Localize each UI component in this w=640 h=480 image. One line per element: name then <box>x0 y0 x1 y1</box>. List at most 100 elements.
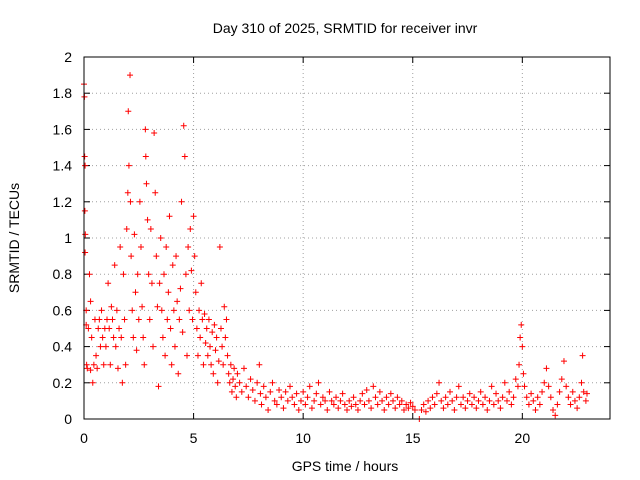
data-point <box>186 307 193 314</box>
data-point <box>171 343 178 350</box>
data-point <box>295 406 302 413</box>
data-point <box>280 405 287 412</box>
data-point <box>357 397 364 404</box>
data-point <box>243 383 250 390</box>
data-point <box>146 316 153 323</box>
data-point <box>425 397 432 404</box>
data-point <box>477 388 484 395</box>
data-point <box>291 401 298 408</box>
data-point <box>117 244 124 251</box>
data-point <box>193 325 200 332</box>
data-point <box>160 271 167 278</box>
data-point <box>140 334 147 341</box>
data-point <box>571 397 578 404</box>
data-point <box>211 321 218 328</box>
data-point <box>532 406 539 413</box>
data-point <box>247 376 254 383</box>
data-point <box>232 383 239 390</box>
data-point <box>125 108 132 115</box>
data-point <box>170 307 177 314</box>
data-point <box>335 405 342 412</box>
data-point <box>514 383 521 390</box>
data-point <box>190 213 197 220</box>
data-point <box>262 394 269 401</box>
data-point <box>156 280 163 287</box>
data-point <box>178 198 185 205</box>
data-point <box>234 370 241 377</box>
data-point <box>455 383 462 390</box>
data-point <box>145 271 152 278</box>
y-tick-label: 0.2 <box>53 375 73 391</box>
y-tick-label: 1.8 <box>53 85 73 101</box>
data-point <box>222 334 229 341</box>
data-point <box>289 394 296 401</box>
data-point <box>143 180 150 187</box>
data-point <box>350 394 357 401</box>
data-point <box>302 401 309 408</box>
data-point <box>583 390 590 397</box>
data-point <box>197 334 204 341</box>
data-point <box>383 394 390 401</box>
data-point <box>361 401 368 408</box>
data-point <box>447 388 454 395</box>
data-point <box>576 394 583 401</box>
data-point <box>405 405 412 412</box>
data-point <box>152 189 159 196</box>
data-point <box>422 408 429 415</box>
x-axis-label: GPS time / hours <box>292 458 399 474</box>
data-point <box>154 303 161 310</box>
data-point <box>398 397 405 404</box>
data-point <box>516 361 523 368</box>
y-tick-label: 2 <box>64 49 72 65</box>
data-point <box>484 406 491 413</box>
data-point <box>114 365 121 372</box>
data-point <box>120 271 127 278</box>
data-point <box>482 394 489 401</box>
data-point <box>579 352 586 359</box>
data-point <box>153 253 160 260</box>
data-point <box>333 394 340 401</box>
data-point <box>164 316 171 323</box>
data-point <box>273 401 280 408</box>
data-point <box>449 397 456 404</box>
data-point <box>545 383 552 390</box>
data-point <box>284 397 291 404</box>
data-point <box>251 397 258 404</box>
data-point <box>123 225 130 232</box>
data-point <box>574 405 581 412</box>
data-point <box>104 316 111 323</box>
data-point <box>99 334 106 341</box>
data-point <box>407 399 414 406</box>
data-point <box>130 334 137 341</box>
data-point <box>341 401 348 408</box>
data-point <box>534 394 541 401</box>
data-point <box>457 401 464 408</box>
data-point <box>185 244 192 251</box>
data-point <box>563 383 570 390</box>
data-point <box>471 394 478 401</box>
data-point <box>499 394 506 401</box>
data-points <box>81 72 590 422</box>
data-point <box>339 390 346 397</box>
data-point <box>233 394 240 401</box>
data-point <box>221 303 228 310</box>
data-point <box>189 316 196 323</box>
data-point <box>133 347 140 354</box>
data-point <box>194 352 201 359</box>
data-point <box>180 122 187 129</box>
data-point <box>215 358 222 365</box>
data-point <box>493 390 500 397</box>
data-point <box>552 412 559 419</box>
data-point <box>468 401 475 408</box>
data-point <box>175 370 182 377</box>
data-point <box>226 379 233 386</box>
data-point <box>214 379 221 386</box>
y-tick-label: 0 <box>64 411 72 427</box>
data-point <box>348 403 355 410</box>
data-point <box>219 343 226 350</box>
data-point <box>420 401 427 408</box>
data-point <box>418 406 425 413</box>
data-point <box>556 388 563 395</box>
data-point <box>199 316 206 323</box>
data-point <box>433 390 440 397</box>
